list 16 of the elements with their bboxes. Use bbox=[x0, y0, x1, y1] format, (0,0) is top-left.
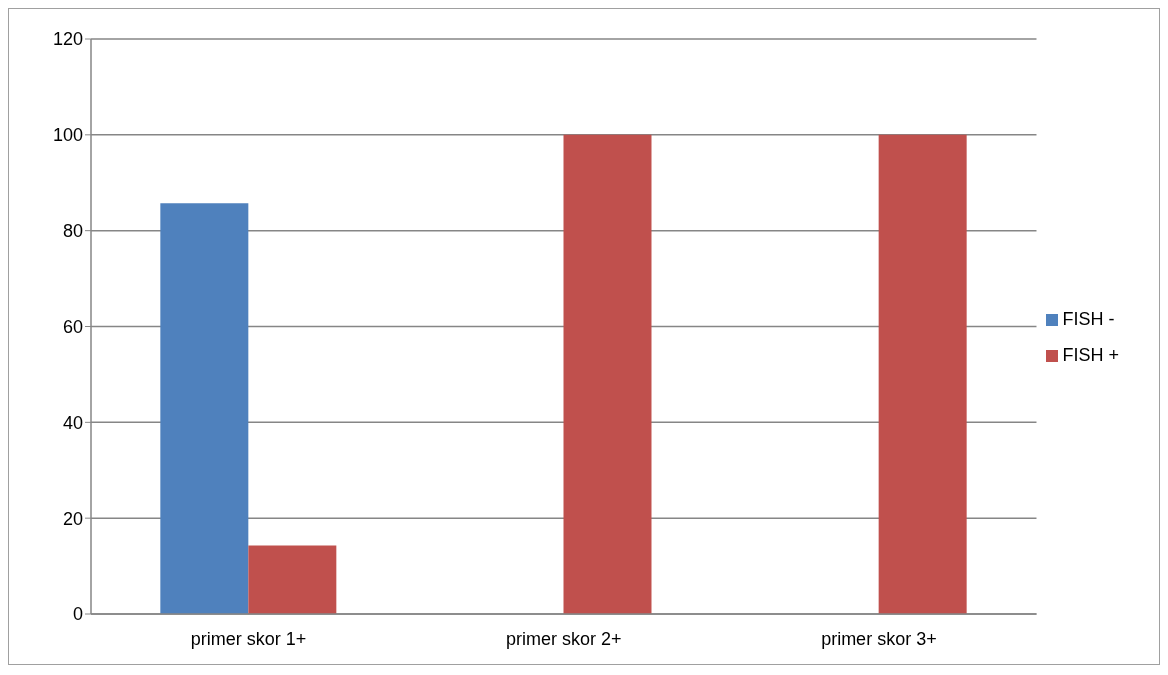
y-tick-label: 40 bbox=[62, 412, 83, 433]
x-tick-label: primer skor 1+ bbox=[190, 628, 307, 649]
y-tick-label: 100 bbox=[52, 125, 83, 146]
y-tick-label: 120 bbox=[52, 29, 83, 50]
legend-label: FISH - bbox=[1062, 308, 1115, 329]
x-tick-label: primer skor 3+ bbox=[821, 628, 937, 649]
y-tick-label: 0 bbox=[72, 604, 83, 625]
bar bbox=[248, 545, 337, 614]
y-tick-label: 20 bbox=[62, 508, 83, 529]
x-tick-label: primer skor 2+ bbox=[505, 628, 622, 649]
bar bbox=[878, 134, 967, 614]
y-tick-label: 60 bbox=[62, 316, 83, 337]
y-tick-label: 80 bbox=[62, 221, 83, 242]
legend-label: FISH + bbox=[1062, 344, 1119, 365]
bar bbox=[160, 203, 249, 614]
bar bbox=[563, 134, 652, 614]
